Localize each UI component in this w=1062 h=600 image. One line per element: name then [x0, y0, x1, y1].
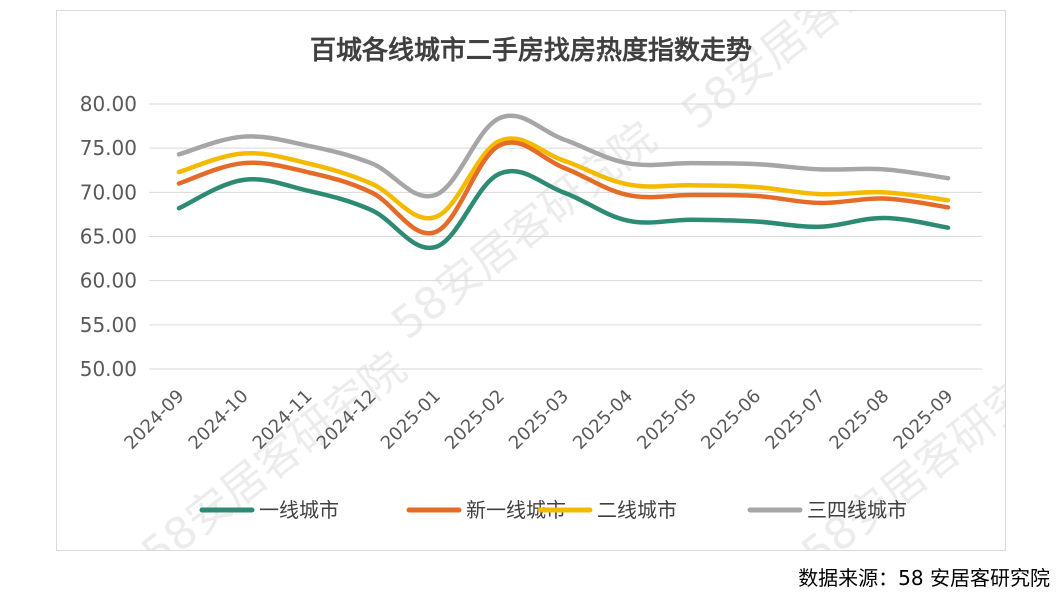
y-tick-label: 75.00 [80, 136, 137, 160]
legend: 一线城市 新一线城市 二线城市 三四线城市 [199, 498, 907, 522]
y-tick-label: 60.00 [80, 269, 137, 293]
series-line [176, 168, 951, 251]
x-tick-label: 2025-07 [761, 386, 829, 454]
series-lines [176, 113, 951, 251]
x-tick-label: 2025-08 [825, 386, 893, 454]
source-note: 数据来源：58 安居客研究院 [798, 566, 1050, 590]
series-line [176, 136, 951, 221]
line-chart: 58安居客研究院58安居客研究院58安居客研究院58安居客研究院58安居客研究院… [80, 11, 1005, 550]
watermark-text: 58安居客研究院 [672, 11, 956, 140]
y-tick-label: 65.00 [80, 225, 137, 249]
legend-label: 一线城市 [259, 498, 339, 522]
gridlines [149, 103, 982, 370]
x-tick-label: 2024-10 [185, 386, 253, 454]
chart-title: 百城各线城市二手房找房热度指数走势 [310, 35, 752, 66]
legend-label: 三四线城市 [807, 498, 907, 522]
y-tick-label: 70.00 [80, 180, 137, 204]
y-tick-label: 80.00 [80, 92, 137, 116]
legend-label: 二线城市 [597, 498, 677, 522]
series-line [176, 140, 951, 236]
x-axis: 2024-092024-102024-112024-122025-012025-… [120, 386, 957, 454]
chart-frame: 58安居客研究院58安居客研究院58安居客研究院58安居客研究院58安居客研究院… [56, 10, 1006, 551]
x-tick-label: 2025-02 [441, 386, 509, 454]
x-tick-label: 2025-06 [697, 386, 765, 454]
x-tick-label: 2024-09 [120, 386, 188, 454]
y-tick-label: 50.00 [80, 357, 137, 381]
y-axis: 50.00 55.00 60.00 65.00 70.00 75.00 80.00 [80, 92, 137, 381]
series-line [176, 113, 951, 199]
y-tick-label: 55.00 [80, 313, 137, 337]
x-tick-label: 2025-05 [633, 386, 701, 454]
x-tick-label: 2025-03 [505, 386, 573, 454]
x-tick-label: 2025-04 [569, 386, 637, 454]
